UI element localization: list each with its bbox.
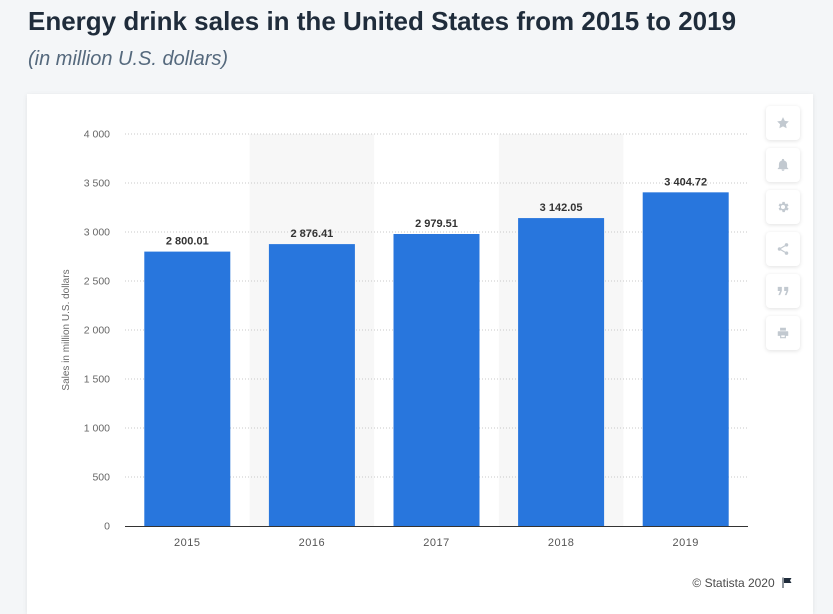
x-tick-label: 2015 [174,537,200,549]
credit-text: © Statista 2020 [692,576,775,590]
y-tick-label: 2 000 [84,325,110,337]
star-icon [777,117,789,129]
x-tick-label: 2018 [548,537,574,549]
bar [518,218,605,526]
y-tick-label: 2 500 [84,276,110,288]
statista-credit[interactable]: © Statista 2020 [692,576,793,590]
quote-icon [777,286,789,296]
gear-icon [778,201,789,213]
bar [393,234,480,526]
bar [642,192,729,526]
y-axis-label: Sales in million U.S. dollars [61,269,72,390]
y-tick-label: 4 000 [84,129,110,141]
settings-button[interactable] [766,190,800,224]
flag-icon [782,577,792,588]
y-tick-label: 3 000 [84,227,110,239]
bar [144,251,231,527]
chart-subtitle: (in million U.S. dollars) [28,48,229,70]
favorite-button[interactable] [766,106,800,140]
notification-button[interactable] [766,148,800,182]
y-tick-label: 1 000 [84,423,110,435]
cite-button[interactable] [766,274,800,308]
x-tick-label: 2019 [672,537,698,549]
y-tick-label: 0 [104,521,110,533]
bar-value-label: 2 800.01 [166,236,209,248]
x-tick-label: 2017 [423,537,449,549]
print-icon [777,327,789,339]
share-button[interactable] [766,232,800,266]
bar-chart: 2 800.01 2 876.41 2 979.51 3 142.05 3 404.72… [61,129,748,549]
y-tick-label: 500 [92,472,110,484]
x-tick-label: 2016 [299,537,325,549]
bar-value-label: 2 979.51 [415,218,458,230]
bar-value-label: 2 876.41 [290,228,333,240]
bar-value-label: 3 142.05 [540,202,583,214]
bar [268,244,355,526]
print-button[interactable] [766,316,800,350]
bar-value-label: 3 404.72 [664,176,707,188]
y-tick-label: 1 500 [84,374,110,386]
bell-icon [777,158,789,171]
y-tick-label: 3 500 [84,178,110,190]
chart-title: Energy drink sales in the United States … [28,6,737,36]
share-icon [777,243,789,255]
